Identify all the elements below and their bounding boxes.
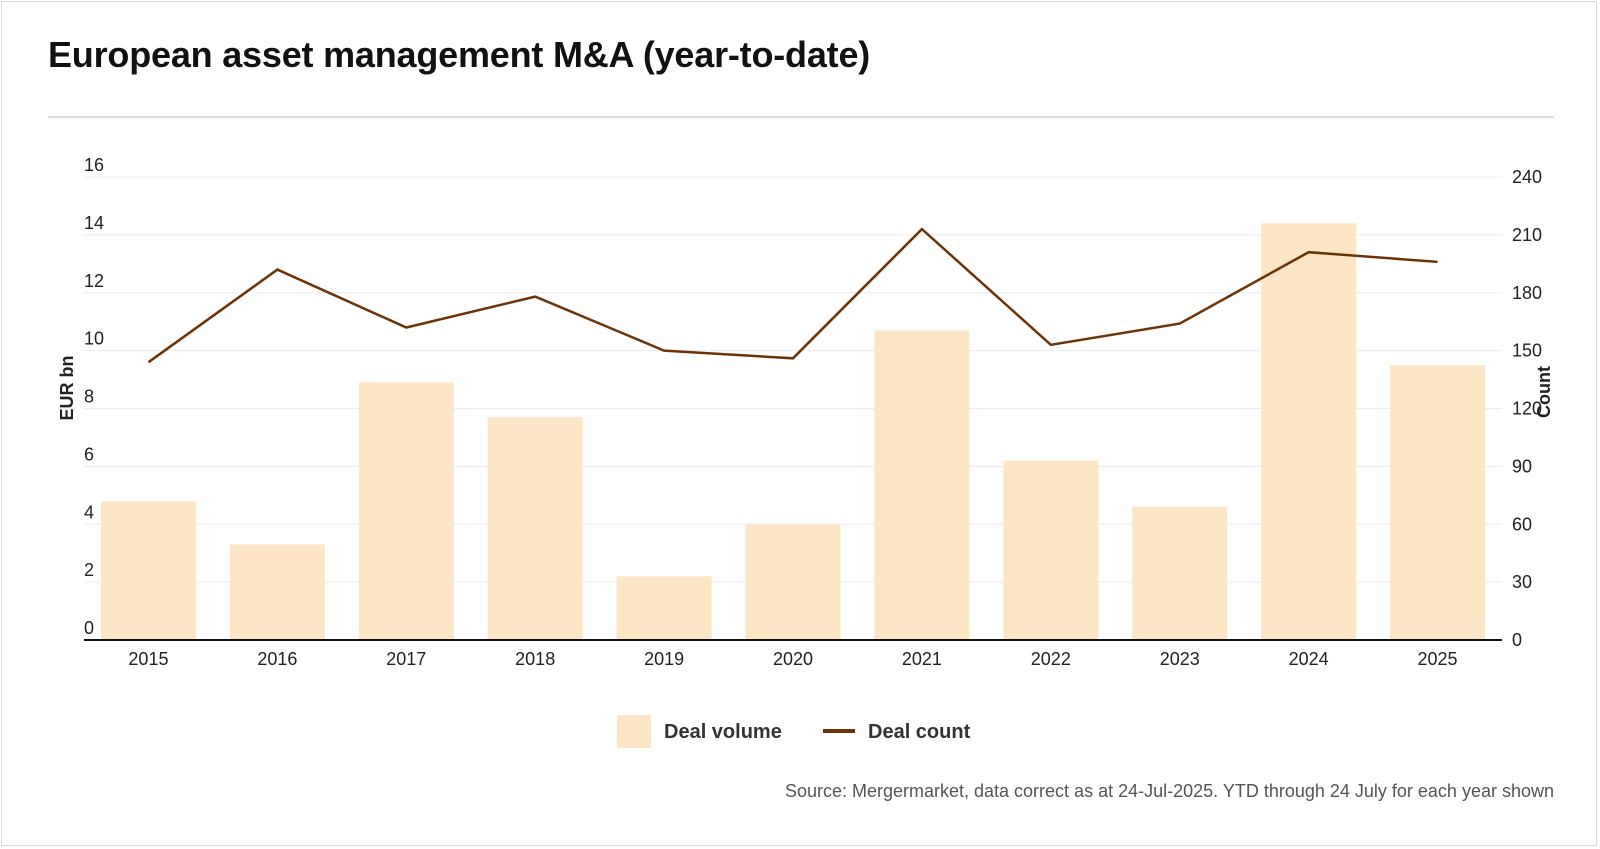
left-axis-title: EUR bn xyxy=(57,356,77,421)
x-axis-ticks: 2015 2016 2017 2018 2019 2020 2021 2022 2023 2024… xyxy=(128,649,1457,669)
right-tick-120: 120 xyxy=(1512,399,1542,419)
left-tick-14: 14 xyxy=(84,213,104,233)
left-tick-6: 6 xyxy=(84,444,94,464)
legend-label-deal-count: Deal count xyxy=(868,721,971,743)
right-tick-0: 0 xyxy=(1512,630,1522,650)
right-axis-ticks: 0 30 60 90 120 150 180 210 240 xyxy=(1512,167,1542,650)
left-axis-ticks: 0 2 4 6 8 10 12 14 16 xyxy=(84,155,104,638)
right-axis-title: Count xyxy=(1534,366,1554,418)
deal-count-line xyxy=(147,227,1438,364)
x-tick-2024: 2024 xyxy=(1289,649,1329,669)
bar-2023 xyxy=(1132,506,1228,640)
bar-2022 xyxy=(1003,460,1099,640)
right-tick-90: 90 xyxy=(1512,456,1532,476)
bar-2020 xyxy=(745,524,841,640)
x-tick-2016: 2016 xyxy=(257,649,297,669)
left-tick-12: 12 xyxy=(84,271,104,291)
right-tick-240: 240 xyxy=(1512,167,1542,187)
legend-swatch-deal-volume xyxy=(617,715,651,748)
x-tick-2020: 2020 xyxy=(773,649,813,669)
left-tick-16: 16 xyxy=(84,155,104,175)
bar-2017 xyxy=(358,382,454,640)
bar-2018 xyxy=(487,417,583,640)
bar-2019 xyxy=(616,576,712,640)
x-tick-2018: 2018 xyxy=(515,649,555,669)
left-tick-8: 8 xyxy=(84,387,94,407)
left-tick-2: 2 xyxy=(84,560,94,580)
legend-label-deal-volume: Deal volume xyxy=(664,721,782,743)
x-tick-2017: 2017 xyxy=(386,649,426,669)
line-series xyxy=(147,227,1438,364)
bar-2024 xyxy=(1261,223,1357,641)
x-tick-2015: 2015 xyxy=(128,649,168,669)
right-tick-150: 150 xyxy=(1512,341,1542,361)
right-tick-60: 60 xyxy=(1512,514,1532,534)
left-tick-10: 10 xyxy=(84,329,104,349)
bar-2021 xyxy=(874,330,970,640)
source-note: Source: Mergermarket, data correct as at… xyxy=(784,781,1554,801)
left-tick-0: 0 xyxy=(84,618,94,638)
right-tick-210: 210 xyxy=(1512,225,1542,245)
bar-2016 xyxy=(229,544,325,640)
right-tick-30: 30 xyxy=(1512,572,1532,592)
x-tick-2023: 2023 xyxy=(1160,649,1200,669)
left-tick-4: 4 xyxy=(84,502,94,522)
x-tick-2022: 2022 xyxy=(1031,649,1071,669)
bar-2015 xyxy=(100,501,196,640)
x-tick-2025: 2025 xyxy=(1418,649,1458,669)
x-tick-2021: 2021 xyxy=(902,649,942,669)
bar-series xyxy=(100,223,1486,641)
bar-2025 xyxy=(1390,365,1486,640)
right-tick-180: 180 xyxy=(1512,283,1542,303)
x-tick-2019: 2019 xyxy=(644,649,684,669)
chart-title: European asset management M&A (year-to-d… xyxy=(48,34,871,75)
legend: Deal volume Deal count xyxy=(617,715,971,748)
title-divider xyxy=(48,116,1554,118)
